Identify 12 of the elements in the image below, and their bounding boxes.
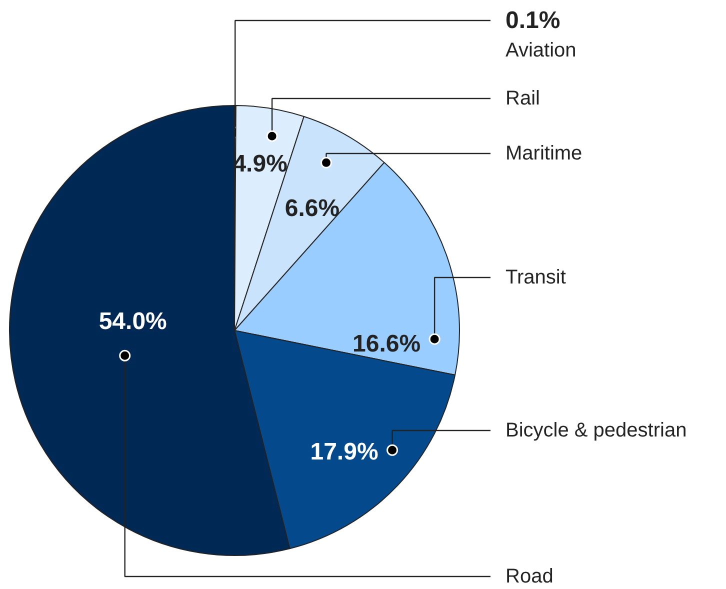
slice-label: Road (506, 566, 554, 588)
data-label: 4.9% (232, 150, 288, 178)
data-label: 17.9% (310, 438, 378, 466)
data-label: 6.6% (284, 195, 340, 222)
slice-label: Maritime (506, 142, 582, 164)
slice-label: Rail (506, 88, 540, 110)
slice-label: Bicycle & pedestrian (506, 420, 687, 442)
slice-label: Aviation (506, 40, 576, 62)
data-label: 54.0% (98, 308, 167, 336)
data-label: 0.1% (506, 7, 560, 34)
data-label: 16.6% (352, 330, 421, 358)
slice-label: Transit (506, 266, 566, 288)
